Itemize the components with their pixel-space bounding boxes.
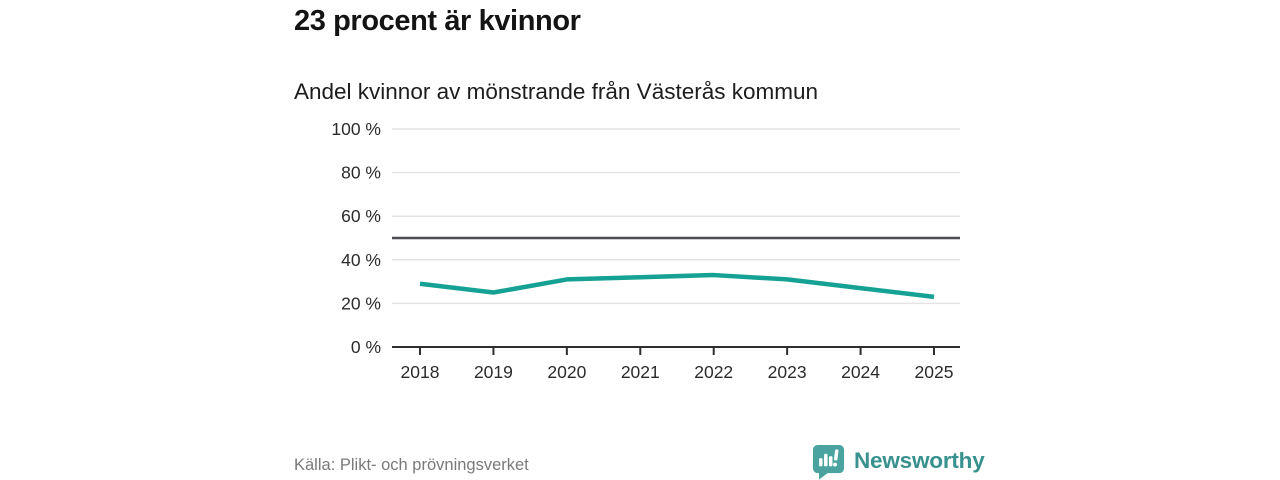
y-tick-label: 80 % [341, 163, 381, 183]
y-tick-label: 100 % [331, 119, 381, 139]
newsworthy-brand: Newsworthy [811, 442, 985, 480]
y-tick-label: 0 % [351, 337, 381, 357]
x-tick-label: 2020 [547, 362, 586, 382]
y-tick-label: 60 % [341, 206, 381, 226]
y-tick-label: 20 % [341, 293, 381, 313]
x-tick-label: 2025 [915, 362, 954, 382]
line-chart: 0 % 20 % 40 % 60 % 80 % 100 % 2018 2019 2020 2021… [331, 119, 960, 382]
x-tick-label: 2024 [841, 362, 880, 382]
x-tick-label: 2023 [768, 362, 807, 382]
chart-subtitle: Andel kvinnor av mönstrande från Västerå… [294, 79, 819, 104]
page-title: 23 procent är kvinnor [294, 5, 581, 37]
newsworthy-brand-name: Newsworthy [854, 448, 985, 473]
data-line [419, 272, 935, 300]
newsworthy-logo-icon [812, 444, 845, 480]
source-note: Källa: Plikt- och prövningsverket [294, 456, 529, 474]
y-tick-label: 40 % [341, 250, 381, 270]
x-tick-label: 2021 [621, 362, 660, 382]
x-tick-label: 2019 [474, 362, 513, 382]
x-tick-label: 2018 [401, 362, 440, 382]
x-tick-label: 2022 [694, 362, 733, 382]
